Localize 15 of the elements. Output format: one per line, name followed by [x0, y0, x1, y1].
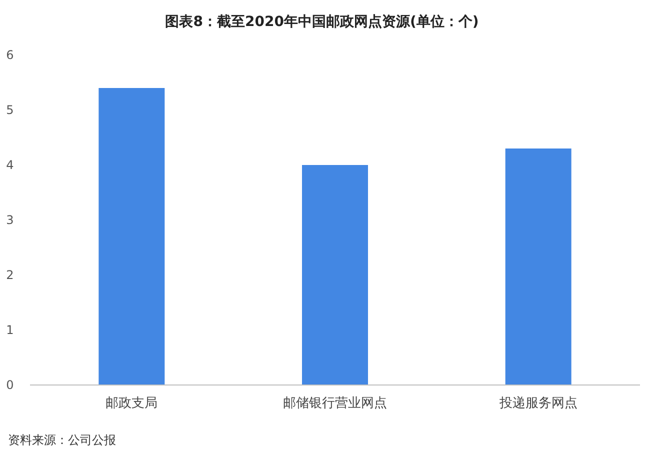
x-tick-label: 邮政支局 [106, 396, 158, 411]
x-tick-label: 邮储银行营业网点 [283, 396, 387, 411]
bar [98, 88, 165, 385]
y-tick-label: 5 [6, 103, 14, 117]
y-tick-label: 2 [6, 268, 14, 282]
y-tick-label: 0 [6, 378, 14, 392]
y-tick-label: 4 [6, 158, 14, 172]
y-tick-label: 6 [6, 48, 14, 62]
y-tick-label: 3 [6, 213, 14, 227]
bar [505, 148, 572, 385]
bar [302, 165, 368, 385]
text: 资料来源：公司公报 [8, 433, 116, 447]
chart-title: 图表8：截至2020年中国邮政网点资源(单位：个) [165, 14, 479, 30]
y-tick-label: 1 [6, 323, 14, 337]
x-tick-label: 投递服务网点 [498, 396, 578, 411]
